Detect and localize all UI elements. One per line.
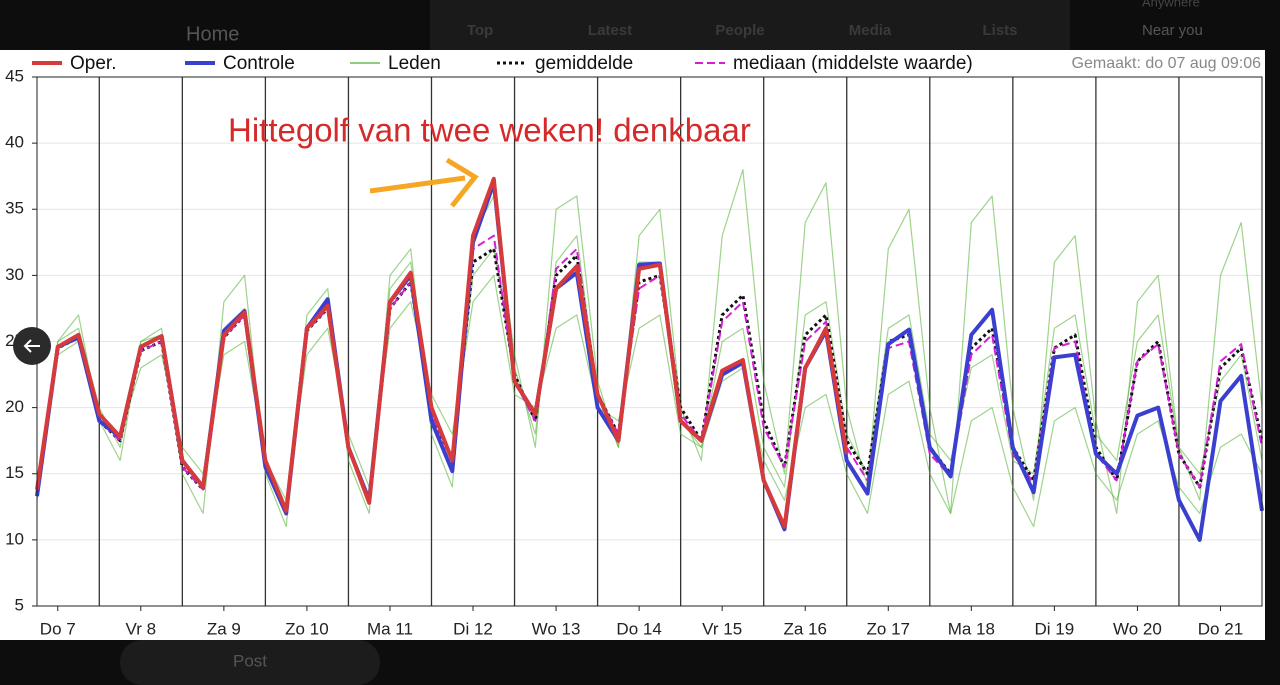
y-tick-label: 20 bbox=[5, 397, 24, 416]
post-label[interactable]: Post bbox=[233, 651, 267, 670]
x-tick-label: Do 21 bbox=[1198, 619, 1243, 638]
x-tick-label: Do 7 bbox=[40, 619, 76, 638]
member-line bbox=[36, 274, 1263, 528]
x-tick-label: Do 14 bbox=[616, 619, 661, 638]
x-tick-label: Vr 8 bbox=[126, 619, 157, 638]
x-tick-label: Wo 20 bbox=[1113, 619, 1162, 638]
legend-label: Controle bbox=[223, 53, 295, 74]
y-tick-label: 10 bbox=[5, 529, 24, 548]
tab[interactable]: Top bbox=[467, 22, 493, 39]
series-line bbox=[35, 247, 1264, 511]
y-tick-label: 35 bbox=[5, 199, 24, 218]
legend-label: Leden bbox=[388, 53, 441, 74]
tab-bar bbox=[430, 0, 1070, 50]
arrow bbox=[369, 175, 466, 194]
arrow-head bbox=[445, 157, 479, 208]
x-tick-label: Ma 18 bbox=[948, 619, 995, 638]
annotation: Hittegolf van twee weken! denkbaar bbox=[228, 112, 751, 149]
near-you[interactable]: Near you bbox=[1142, 22, 1203, 39]
tab[interactable]: People bbox=[715, 22, 764, 39]
x-tick-label: Di 19 bbox=[1035, 619, 1075, 638]
x-tick-label: Za 9 bbox=[207, 619, 241, 638]
x-tick-label: Wo 13 bbox=[532, 619, 581, 638]
x-tick-label: Di 12 bbox=[453, 619, 493, 638]
x-tick-label: Vr 15 bbox=[702, 619, 742, 638]
tab[interactable]: Media bbox=[849, 22, 892, 39]
made-label: Gemaakt: do 07 aug 09:06 bbox=[1072, 55, 1262, 72]
chart-area bbox=[0, 50, 1265, 640]
legend-label: Oper. bbox=[70, 53, 116, 74]
x-tick-label: Ma 11 bbox=[367, 619, 413, 638]
tab[interactable]: Latest bbox=[588, 22, 632, 39]
y-tick-label: 15 bbox=[5, 463, 24, 482]
home-label[interactable]: Home bbox=[186, 23, 239, 45]
x-tick-label: Za 16 bbox=[783, 619, 826, 638]
post-button[interactable] bbox=[120, 640, 380, 685]
y-tick-label: 45 bbox=[5, 66, 24, 85]
legend-label: gemiddelde bbox=[535, 53, 633, 74]
back-icon bbox=[23, 339, 40, 353]
legend-label: mediaan (middelste waarde) bbox=[733, 53, 973, 74]
y-tick-label: 40 bbox=[5, 133, 24, 152]
member-line bbox=[36, 169, 1263, 528]
anywhere[interactable]: Anywhere bbox=[1142, 0, 1200, 9]
y-tick-label: 5 bbox=[15, 595, 24, 614]
y-tick-label: 30 bbox=[5, 265, 24, 284]
x-tick-label: Zo 10 bbox=[285, 619, 328, 638]
series-line bbox=[35, 176, 849, 529]
x-tick-label: Zo 17 bbox=[867, 619, 910, 638]
tab[interactable]: Lists bbox=[982, 22, 1017, 39]
